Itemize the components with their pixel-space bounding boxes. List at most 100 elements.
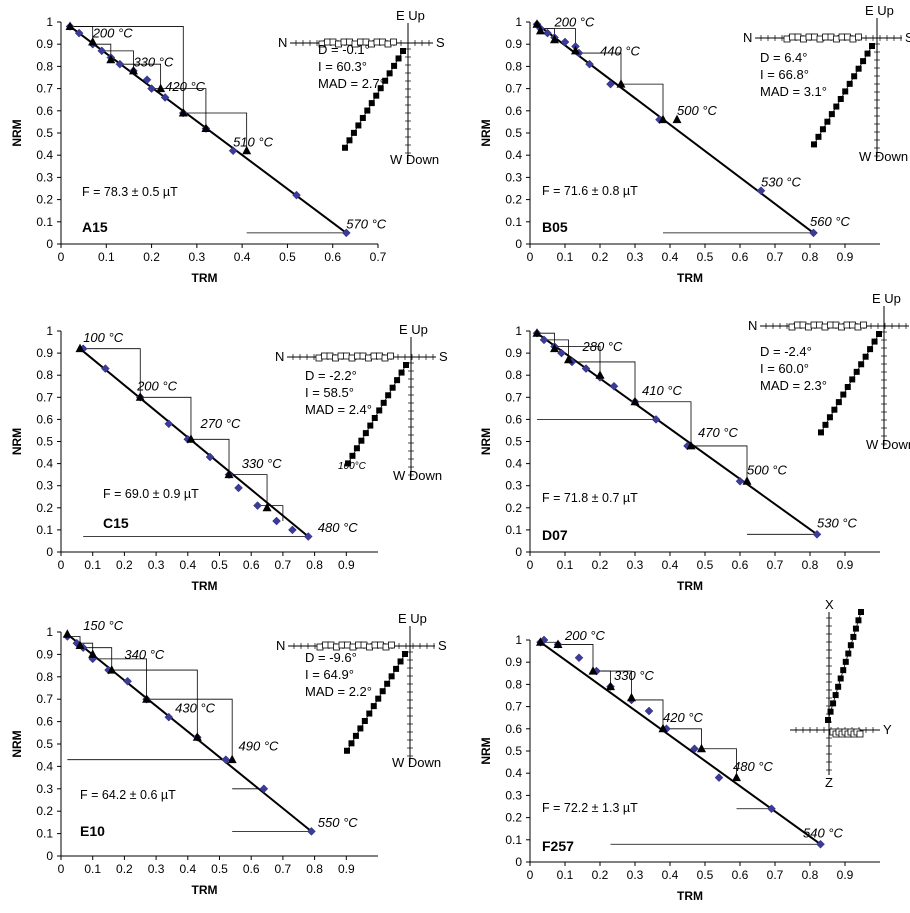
zijder-vertical-point: [353, 445, 360, 452]
zijder-stat: MAD = 2.4°: [305, 402, 372, 417]
y-tick-label: 0: [515, 855, 522, 869]
zijder-vertical-point: [382, 77, 389, 84]
x-axis-title: TRM: [677, 579, 703, 593]
panel-a15: 0 0.1 0.2 0.3 0.4 0.5 0.6 0.7 0 0.1 0.2 0.3 0.4 0.5 0.…: [10, 8, 445, 285]
arai-point: [288, 525, 297, 535]
zijder-horizontal-point: [822, 33, 829, 41]
zijderveld-inset: X Y Z: [790, 597, 892, 790]
ptrm-check-line: [544, 339, 569, 360]
zijder-label-s: S: [438, 638, 447, 653]
zijder-label-x: X: [825, 597, 834, 612]
zijder-horizontal-point: [811, 33, 818, 41]
ptrm-check-point: [107, 665, 117, 674]
x-tick-label: 0: [58, 558, 65, 572]
zijder-vertical-point: [380, 399, 387, 406]
zijder-vertical-point: [389, 384, 396, 391]
y-tick-label: 0.8: [505, 59, 522, 73]
arai-point: [292, 190, 301, 200]
zijder-vertical-point: [842, 88, 849, 95]
ptrm-check-point: [564, 354, 573, 364]
temperature-label: 340 °C: [124, 647, 165, 662]
zijder-vertical-point: [828, 111, 835, 118]
zijder-vertical-point: [386, 70, 393, 77]
x-tick-label: 0.2: [592, 250, 609, 264]
zijderveld-inset: E Up N S W Down D = -0.1° I = 60.3° MAD = 2.7°: [278, 8, 445, 167]
zijder-vertical-point: [350, 129, 357, 136]
arai-point: [234, 483, 243, 493]
x-tick-label: 0.9: [338, 558, 355, 572]
zijder-stat: D = -2.4°: [760, 344, 812, 359]
zijder-horizontal-point: [805, 323, 812, 331]
y-tick-label: 0.3: [36, 170, 53, 184]
zijder-vertical-point: [847, 642, 854, 649]
zijder-stat: D = -2.2°: [305, 368, 357, 383]
temperature-label: 330 °C: [133, 54, 174, 69]
specimen-id: C15: [103, 515, 129, 531]
zijder-stat: D = -0.1°: [318, 42, 370, 57]
panel-f257: 0 0.1 0.2 0.3 0.4 0.5 0.6 0.7 0.8 0.9 0 0.1 0.2 0.3 0.…: [479, 597, 892, 903]
arai-point: [205, 452, 215, 462]
temperature-label: 270 °C: [199, 416, 241, 431]
ptrm-check-point: [201, 123, 211, 133]
temperature-label: 530 °C: [761, 174, 802, 189]
ptrm-check-line: [596, 670, 632, 698]
arai-point: [756, 186, 766, 196]
arai-point: [221, 755, 231, 765]
y-tick-label: 0.7: [36, 82, 53, 96]
x-tick-label: 0: [58, 250, 65, 264]
arai-point: [714, 773, 724, 782]
zijder-label-down: W Down: [390, 152, 439, 167]
ptrm-check-line: [621, 83, 664, 120]
zijder-vertical-point: [852, 625, 859, 632]
zijder-horizontal-point: [855, 33, 862, 41]
y-tick-label: 0.6: [505, 412, 522, 426]
arai-point: [560, 37, 570, 47]
zijder-vertical-point: [402, 651, 408, 657]
zijder-vertical-point: [349, 452, 356, 459]
x-tick-label: 0.9: [837, 868, 854, 882]
ptrm-check-point: [75, 640, 85, 649]
y-tick-label: 0.2: [36, 501, 53, 515]
ptrm-check-point: [142, 694, 152, 703]
x-tick-label: 0.7: [767, 250, 784, 264]
zijder-vertical-point: [853, 368, 860, 375]
x-tick-label: 0.4: [234, 250, 251, 264]
x-tick-label: 0.6: [732, 558, 749, 572]
zijder-vertical-point: [375, 695, 382, 702]
zijder-stat: D = -9.6°: [305, 650, 357, 665]
zijder-vertical-point: [858, 361, 865, 368]
zijder-vertical-point: [819, 126, 826, 133]
x-tick-label: 0.8: [306, 558, 323, 572]
zijder-label-s: S: [439, 349, 448, 364]
arai-point: [767, 804, 776, 814]
zijder-label-down: W Down: [859, 149, 908, 164]
arai-point: [160, 93, 170, 102]
zijder-horizontal-point: [843, 321, 851, 329]
x-tick-label: 0.3: [189, 250, 206, 264]
arai-point: [809, 228, 818, 238]
zijder-horizontal-point: [816, 35, 824, 43]
y-tick-label: 0.7: [505, 82, 522, 96]
zijder-horizontal-point: [854, 323, 862, 331]
arai-point: [690, 744, 699, 754]
y-tick-label: 0.6: [505, 722, 522, 736]
arai-point: [557, 348, 566, 358]
y-tick-label: 0.3: [36, 782, 53, 796]
zijder-vertical-point: [840, 391, 847, 398]
y-tick-label: 0.9: [36, 647, 53, 661]
y-tick-label: 0.1: [36, 215, 53, 229]
zijder-stat: MAD = 2.3°: [760, 378, 827, 393]
zijder-stat: MAD = 3.1°: [760, 84, 827, 99]
x-tick-label: 0.3: [148, 862, 165, 876]
zijder-label-up: E Up: [396, 8, 425, 23]
ptrm-check-point: [553, 639, 563, 648]
ptrm-check-point: [192, 732, 202, 741]
y-tick-label: 0.7: [505, 390, 522, 404]
specimen-id: A15: [82, 219, 108, 235]
ptrm-check-line: [92, 658, 147, 700]
zijder-vertical-point: [844, 383, 851, 390]
zijder-vertical-point: [403, 362, 409, 368]
zijder-vertical-point: [361, 717, 368, 724]
zijder-label-up: E Up: [399, 322, 428, 337]
